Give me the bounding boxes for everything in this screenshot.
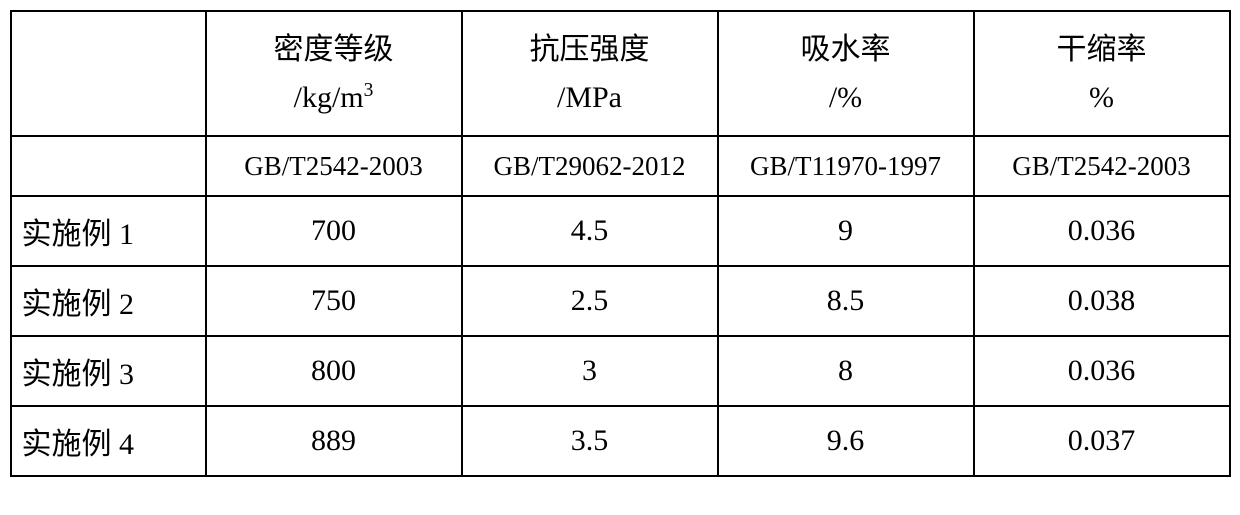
header-cell-absorption: 吸水率 /%: [718, 11, 974, 136]
data-cell: 0.038: [974, 266, 1230, 336]
header-line1: 密度等级: [274, 33, 394, 66]
header-line2: /MPa: [557, 81, 622, 114]
data-cell: 800: [206, 336, 462, 406]
standard-cell: [11, 136, 206, 196]
row-label: 实施例 3: [11, 336, 206, 406]
data-cell: 750: [206, 266, 462, 336]
standards-row: GB/T2542-2003 GB/T29062-2012 GB/T11970-1…: [11, 136, 1230, 196]
row-label: 实施例 2: [11, 266, 206, 336]
table-row: 实施例 4 889 3.5 9.6 0.037: [11, 406, 1230, 476]
data-cell: 0.036: [974, 336, 1230, 406]
row-label: 实施例 1: [11, 196, 206, 266]
data-cell: 8.5: [718, 266, 974, 336]
data-cell: 9.6: [718, 406, 974, 476]
table-row: 实施例 1 700 4.5 9 0.036: [11, 196, 1230, 266]
standard-cell: GB/T11970-1997: [718, 136, 974, 196]
data-cell: 3: [462, 336, 718, 406]
data-cell: 0.036: [974, 196, 1230, 266]
header-line1: 干缩率: [1057, 33, 1147, 66]
data-cell: 2.5: [462, 266, 718, 336]
header-line1: 抗压强度: [530, 33, 650, 66]
header-line2: /kg/m3: [294, 81, 374, 114]
data-cell: 889: [206, 406, 462, 476]
standard-cell: GB/T2542-2003: [206, 136, 462, 196]
standard-cell: GB/T29062-2012: [462, 136, 718, 196]
data-cell: 8: [718, 336, 974, 406]
table-row: 实施例 2 750 2.5 8.5 0.038: [11, 266, 1230, 336]
header-line1: 吸水率: [801, 33, 891, 66]
data-table: 密度等级 /kg/m3 抗压强度 /MPa 吸水率 /% 干缩率 % GB/T2…: [10, 10, 1231, 477]
header-line2: /%: [829, 81, 862, 114]
data-cell: 700: [206, 196, 462, 266]
header-row: 密度等级 /kg/m3 抗压强度 /MPa 吸水率 /% 干缩率 %: [11, 11, 1230, 136]
header-line2: %: [1089, 81, 1114, 114]
header-cell-strength: 抗压强度 /MPa: [462, 11, 718, 136]
header-cell-empty: [11, 11, 206, 136]
data-cell: 0.037: [974, 406, 1230, 476]
header-cell-density: 密度等级 /kg/m3: [206, 11, 462, 136]
data-cell: 3.5: [462, 406, 718, 476]
data-cell: 4.5: [462, 196, 718, 266]
header-cell-shrinkage: 干缩率 %: [974, 11, 1230, 136]
standard-cell: GB/T2542-2003: [974, 136, 1230, 196]
table-row: 实施例 3 800 3 8 0.036: [11, 336, 1230, 406]
row-label: 实施例 4: [11, 406, 206, 476]
data-cell: 9: [718, 196, 974, 266]
